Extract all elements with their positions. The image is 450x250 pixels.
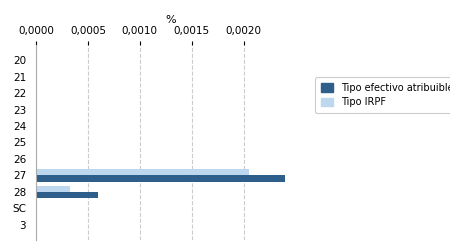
X-axis label: %: % <box>166 15 176 25</box>
Legend: Tipo efectivo atribuible, Tipo IRPF: Tipo efectivo atribuible, Tipo IRPF <box>315 77 450 113</box>
Bar <box>36 169 249 175</box>
Bar <box>36 176 285 182</box>
Bar <box>36 186 70 192</box>
Bar <box>36 192 98 198</box>
